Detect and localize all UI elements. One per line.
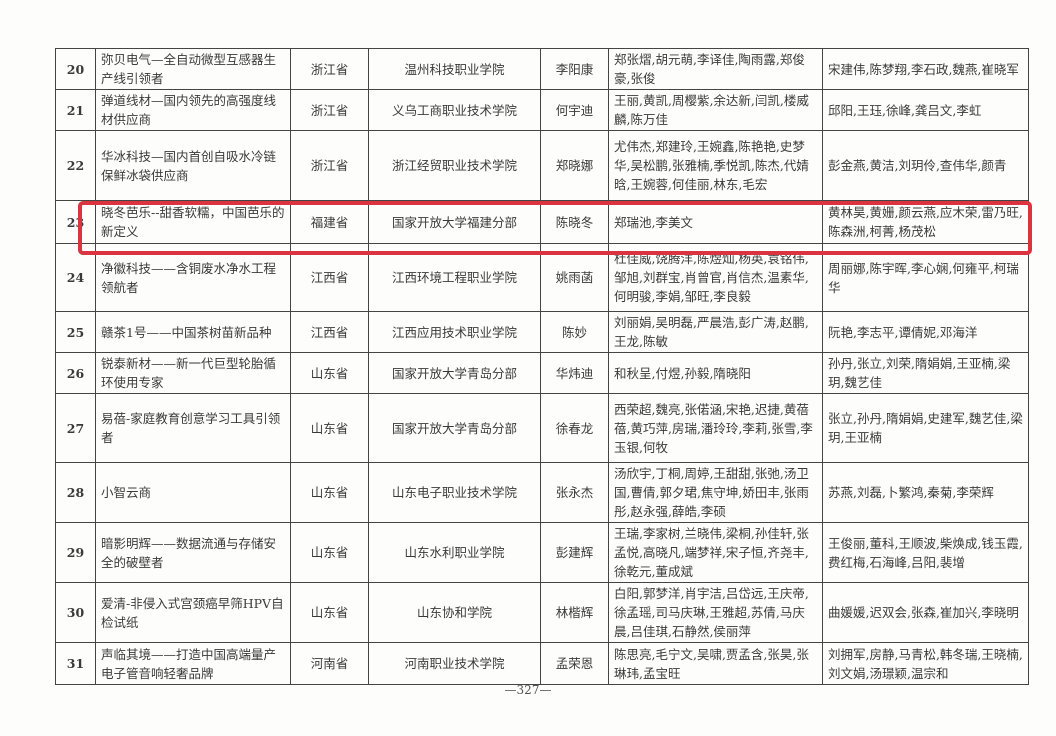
school-cell: 国家开放大学青岛分部 [368, 352, 541, 394]
project-name-cell: 弥贝电气—全自动微型互感器生产线引领者 [95, 48, 291, 90]
row-number-cell: 26 [55, 352, 96, 394]
project-name-cell: 易蓓-家庭教育创意学习工具引领者 [95, 393, 291, 463]
province-cell: 山东省 [290, 393, 369, 463]
leader-cell: 陈妙 [540, 311, 609, 353]
project-name-cell: 声临其境——打造中国高端量产电子管音响轻奢品牌 [95, 642, 291, 685]
school-cell: 山东水利职业学院 [368, 522, 541, 583]
team-members-cell: 王丽,黄凯,周樱紫,余达新,闫凯,楼威麟,陈万佳 [608, 89, 823, 131]
school-cell: 国家开放大学福建分部 [368, 200, 541, 244]
advisors-cell: 黄林昊,黄姗,颜云燕,应木荣,雷乃旺,陈森洲,柯菁,杨茂松 [822, 200, 1029, 244]
row-number-cell: 25 [55, 311, 96, 353]
school-cell: 浙江经贸职业技术学院 [368, 130, 541, 201]
row-number-cell: 28 [55, 462, 96, 523]
province-cell: 山东省 [290, 522, 369, 583]
award-table: 20 弥贝电气—全自动微型互感器生产线引领者 浙江省 温州科技职业学院 李阳康 郑张熠,胡… [55, 48, 1029, 685]
leader-cell: 陈晓冬 [540, 200, 609, 244]
advisors-cell: 王俊丽,董科,王顺波,柴焕成,钱玉霞,费红梅,石海峰,吕阳,裴增 [822, 522, 1029, 583]
project-name-cell: 弹道线材—国内领先的高强度线材供应商 [95, 89, 291, 131]
table-row: 20 弥贝电气—全自动微型互感器生产线引领者 浙江省 温州科技职业学院 李阳康 郑张熠,胡… [55, 48, 1029, 90]
team-members-cell: 郑瑞池,李美文 [608, 200, 823, 244]
province-cell: 浙江省 [290, 48, 369, 90]
team-members-cell: 郑张熠,胡元萌,李译佳,陶雨露,郑俊豪,张俊 [608, 48, 823, 90]
leader-cell: 张永杰 [540, 462, 609, 523]
table-row: 29 暗影明辉——数据流通与存储安全的破壁者 山东省 山东水利职业学院 彭建辉 王瑞,李家… [55, 522, 1029, 583]
team-members-cell: 汤欣宇,丁桐,周婷,王甜甜,张弛,汤卫国,曹倩,郭夕珺,焦守坤,娇田丰,张雨彤,… [608, 462, 823, 523]
leader-cell: 华炜迪 [540, 352, 609, 394]
school-cell: 江西应用技术职业学院 [368, 311, 541, 353]
advisors-cell: 邱阳,王珏,徐峰,龚吕文,李虹 [822, 89, 1029, 131]
team-members-cell: 杜佳威,饶腾洋,陈煜灿,杨英,袁铭伟,邹旭,刘群宝,肖曾官,肖信杰,温素华,何明… [608, 243, 823, 312]
leader-cell: 徐春龙 [540, 393, 609, 463]
team-members-cell: 刘丽娟,吴明磊,严晨浩,彭广涛,赵鹏,王龙,陈敏 [608, 311, 823, 353]
province-cell: 江西省 [290, 311, 369, 353]
school-cell: 河南职业技术学院 [368, 642, 541, 685]
school-cell: 义乌工商职业技术学院 [368, 89, 541, 131]
project-name-cell: 爱清-非侵入式宫颈癌早筛HPV自检试纸 [95, 582, 291, 643]
project-name-cell: 赣茶1号——中国茶树苗新品种 [95, 311, 291, 353]
row-number-cell: 27 [55, 393, 96, 463]
project-name-cell: 暗影明辉——数据流通与存储安全的破壁者 [95, 522, 291, 583]
table-row: 27 易蓓-家庭教育创意学习工具引领者 山东省 国家开放大学青岛分部 徐春龙 西荣超,魏亮… [55, 393, 1029, 463]
table-row: 21 弹道线材—国内领先的高强度线材供应商 浙江省 义乌工商职业技术学院 何宇迪 王丽,黄… [55, 89, 1029, 131]
advisors-cell: 彭金燕,黄洁,刘玥伶,查伟华,颜青 [822, 130, 1029, 201]
team-members-cell: 王瑞,李家树,兰晓伟,梁桐,孙佳轩,张孟悦,高晓凡,端梦祥,宋子恒,齐尧丰,徐乾… [608, 522, 823, 583]
advisors-cell: 孙丹,张立,刘荣,隋娟娟,王亚楠,梁玥,魏艺佳 [822, 352, 1029, 394]
leader-cell: 孟荣恩 [540, 642, 609, 685]
project-name-cell: 锐泰新材——新一代巨型轮胎循环使用专家 [95, 352, 291, 394]
team-members-cell: 尤伟杰,郑建玲,王婉鑫,陈艳艳,史梦华,吴松鹏,张雅楠,季悦凯,陈杰,代婧晗,王… [608, 130, 823, 201]
leader-cell: 何宇迪 [540, 89, 609, 131]
advisors-cell: 周丽娜,陈宇晖,李心娴,何雍平,柯瑞华 [822, 243, 1029, 312]
team-members-cell: 和秋呈,付煜,孙毅,隋晓阳 [608, 352, 823, 394]
advisors-cell: 阮艳,李志平,谭倩妮,邓海洋 [822, 311, 1029, 353]
leader-cell: 姚雨菡 [540, 243, 609, 312]
project-name-cell: 晓冬芭乐--甜香软糯，中国芭乐的新定义 [95, 200, 291, 244]
school-cell: 国家开放大学青岛分部 [368, 393, 541, 463]
table-row: 28 小智云商 山东省 山东电子职业技术学院 张永杰 汤欣宇,丁桐,周婷,王甜甜,张弛,汤… [55, 462, 1029, 523]
province-cell: 山东省 [290, 462, 369, 523]
province-cell: 山东省 [290, 582, 369, 643]
advisors-cell: 张立,孙丹,隋娟娟,史建军,魏艺佳,梁玥,王亚楠 [822, 393, 1029, 463]
team-members-cell: 西荣超,魏亮,张偌涵,宋艳,迟捷,黄蓓蓓,黄巧萍,房瑞,潘玲玲,李莉,张雪,李玉… [608, 393, 823, 463]
school-cell: 山东协和学院 [368, 582, 541, 643]
table-row: 22 华冰科技—国内首创自吸水冷链保鲜冰袋供应商 浙江省 浙江经贸职业技术学院 郑晓娜尤… [55, 130, 1029, 201]
row-number-cell: 21 [55, 89, 96, 131]
row-number-cell: 24 [55, 243, 96, 312]
table-row: 30 爱清-非侵入式宫颈癌早筛HPV自检试纸 山东省 山东协和学院 林楷辉 白阳,郭梦洋,… [55, 582, 1029, 643]
row-number-cell: 20 [55, 48, 96, 90]
province-cell: 江西省 [290, 243, 369, 312]
row-number-cell: 23 [55, 200, 96, 244]
table-row: 24 净徽科技——含铜废水净水工程领航者 江西省 江西环境工程职业学院 姚雨菡 杜佳威,饶… [55, 243, 1029, 312]
row-number-cell: 22 [55, 130, 96, 201]
leader-cell: 彭建辉 [540, 522, 609, 583]
school-cell: 江西环境工程职业学院 [368, 243, 541, 312]
province-cell: 山东省 [290, 352, 369, 394]
school-cell: 温州科技职业学院 [368, 48, 541, 90]
leader-cell: 郑晓娜 [540, 130, 609, 201]
leader-cell: 李阳康 [540, 48, 609, 90]
advisors-cell: 刘拥军,房静,马青松,韩冬瑞,王晓楠,刘文娟,汤璟颖,温宗和 [822, 642, 1029, 685]
table-row: 25 赣茶1号——中国茶树苗新品种 江西省 江西应用技术职业学院 陈妙 刘丽娟,吴明磊,严… [55, 311, 1029, 353]
province-cell: 福建省 [290, 200, 369, 244]
school-cell: 山东电子职业技术学院 [368, 462, 541, 523]
table-row: 26 锐泰新材——新一代巨型轮胎循环使用专家 山东省 国家开放大学青岛分部 华炜迪 和秋呈… [55, 352, 1029, 394]
advisors-cell: 苏燕,刘磊,卜繁鸿,秦菊,李荣辉 [822, 462, 1029, 523]
province-cell: 浙江省 [290, 89, 369, 131]
team-members-cell: 陈思亮,毛宁文,吴啸,贾孟含,张昊,张琳玮,孟宝旺 [608, 642, 823, 685]
advisors-cell: 宋建伟,陈梦翔,李石政,魏燕,崔晓军 [822, 48, 1029, 90]
project-name-cell: 华冰科技—国内首创自吸水冷链保鲜冰袋供应商 [95, 130, 291, 201]
advisors-cell: 曲媛媛,迟双会,张森,崔加兴,李晓明 [822, 582, 1029, 643]
table-row: 31 声临其境——打造中国高端量产电子管音响轻奢品牌 河南省 河南职业技术学院 孟荣恩陈… [55, 642, 1029, 685]
row-number-cell: 31 [55, 642, 96, 685]
row-number-cell: 29 [55, 522, 96, 583]
province-cell: 浙江省 [290, 130, 369, 201]
table-row: 23 晓冬芭乐--甜香软糯，中国芭乐的新定义 福建省 国家开放大学福建分部 陈晓冬 郑瑞池… [55, 200, 1029, 244]
project-name-cell: 净徽科技——含铜废水净水工程领航者 [95, 243, 291, 312]
team-members-cell: 白阳,郭梦洋,肖宇洁,吕岱远,王庆帝,徐孟瑶,司马庆琳,王雅超,苏倩,马庆晨,吕… [608, 582, 823, 643]
leader-cell: 林楷辉 [540, 582, 609, 643]
province-cell: 河南省 [290, 642, 369, 685]
project-name-cell: 小智云商 [95, 462, 291, 523]
row-number-cell: 30 [55, 582, 96, 643]
page-number: —327— [504, 683, 552, 697]
